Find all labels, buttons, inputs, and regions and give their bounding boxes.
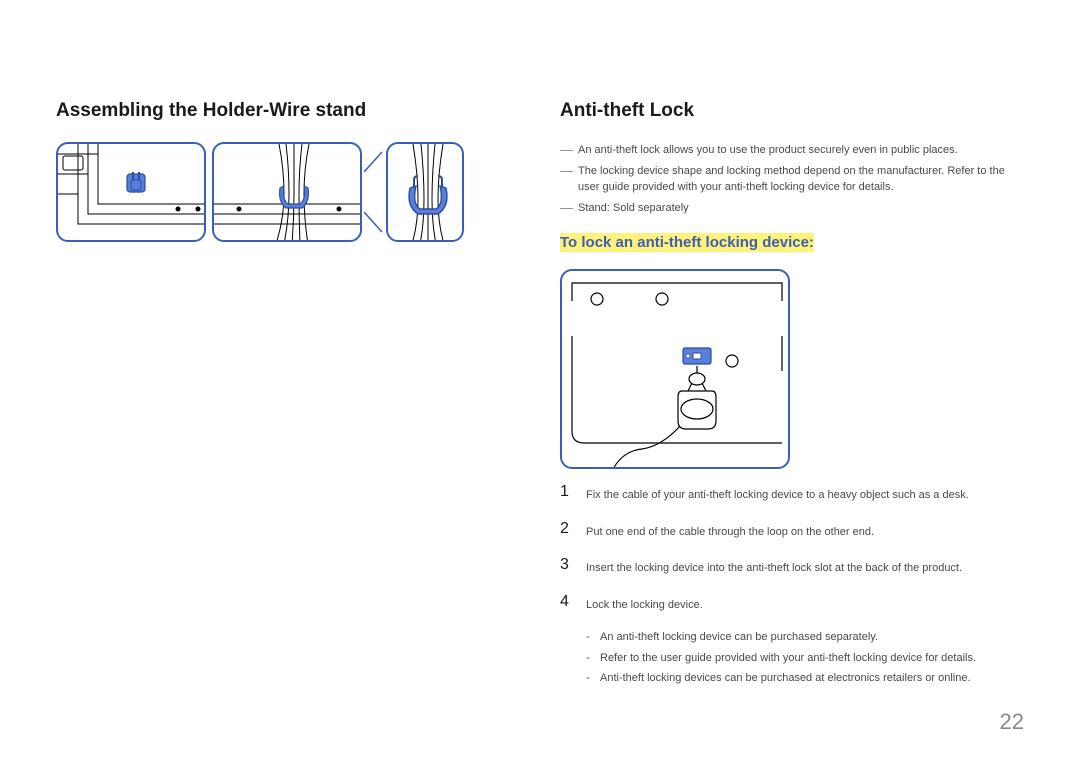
- step-number: 4: [560, 593, 586, 614]
- figure-clip-zoom: [386, 142, 464, 242]
- sub-heading-text: To lock an anti-theft locking device:: [560, 233, 814, 252]
- holder-wire-figures: [56, 142, 520, 242]
- note-text: The locking device shape and locking met…: [578, 163, 1024, 196]
- sub-note-item: - An anti-theft locking device can be pu…: [586, 629, 1024, 647]
- right-heading: Anti-theft Lock: [560, 100, 1024, 122]
- dash-icon: -: [586, 629, 600, 647]
- step-number: 1: [560, 483, 586, 504]
- right-column: Anti-theft Lock ― An anti-theft lock all…: [560, 100, 1024, 691]
- left-heading: Assembling the Holder-Wire stand: [56, 100, 520, 122]
- figure-holder-back: [56, 142, 206, 242]
- dash-icon: ―: [560, 200, 578, 217]
- note-text: Stand: Sold separately: [578, 200, 1024, 217]
- step-item: 3 Insert the locking device into the ant…: [560, 556, 1024, 577]
- figure-anti-theft-lock: [560, 269, 790, 469]
- sub-note-text: Anti-theft locking devices can be purcha…: [600, 670, 971, 688]
- step-text: Insert the locking device into the anti-…: [586, 556, 962, 577]
- step-text: Put one end of the cable through the loo…: [586, 520, 874, 541]
- step-text: Lock the locking device.: [586, 593, 703, 614]
- figure-wires-clip: [212, 142, 362, 242]
- notes-list: ― An anti-theft lock allows you to use t…: [560, 142, 1024, 216]
- dash-icon: ―: [560, 163, 578, 196]
- dash-icon: ―: [560, 142, 578, 159]
- note-item: ― The locking device shape and locking m…: [560, 163, 1024, 196]
- page-number: 22: [1000, 709, 1024, 735]
- dash-icon: -: [586, 650, 600, 668]
- note-text: An anti-theft lock allows you to use the…: [578, 142, 1024, 159]
- left-column: Assembling the Holder-Wire stand: [56, 100, 520, 691]
- callout-lines: [364, 142, 384, 242]
- step-item: 2 Put one end of the cable through the l…: [560, 520, 1024, 541]
- step-item: 1 Fix the cable of your anti-theft locki…: [560, 483, 1024, 504]
- sub-notes-list: - An anti-theft locking device can be pu…: [560, 629, 1024, 688]
- sub-heading: To lock an anti-theft locking device:: [560, 234, 814, 251]
- sub-note-text: An anti-theft locking device can be purc…: [600, 629, 878, 647]
- sub-note-text: Refer to the user guide provided with yo…: [600, 650, 976, 668]
- dash-icon: -: [586, 670, 600, 688]
- note-item: ― An anti-theft lock allows you to use t…: [560, 142, 1024, 159]
- step-text: Fix the cable of your anti-theft locking…: [586, 483, 969, 504]
- step-number: 3: [560, 556, 586, 577]
- page-columns: Assembling the Holder-Wire stand: [56, 100, 1024, 691]
- sub-note-item: - Anti-theft locking devices can be purc…: [586, 670, 1024, 688]
- sub-note-item: - Refer to the user guide provided with …: [586, 650, 1024, 668]
- step-number: 2: [560, 520, 586, 541]
- step-item: 4 Lock the locking device.: [560, 593, 1024, 614]
- steps-list: 1 Fix the cable of your anti-theft locki…: [560, 483, 1024, 613]
- note-item: ― Stand: Sold separately: [560, 200, 1024, 217]
